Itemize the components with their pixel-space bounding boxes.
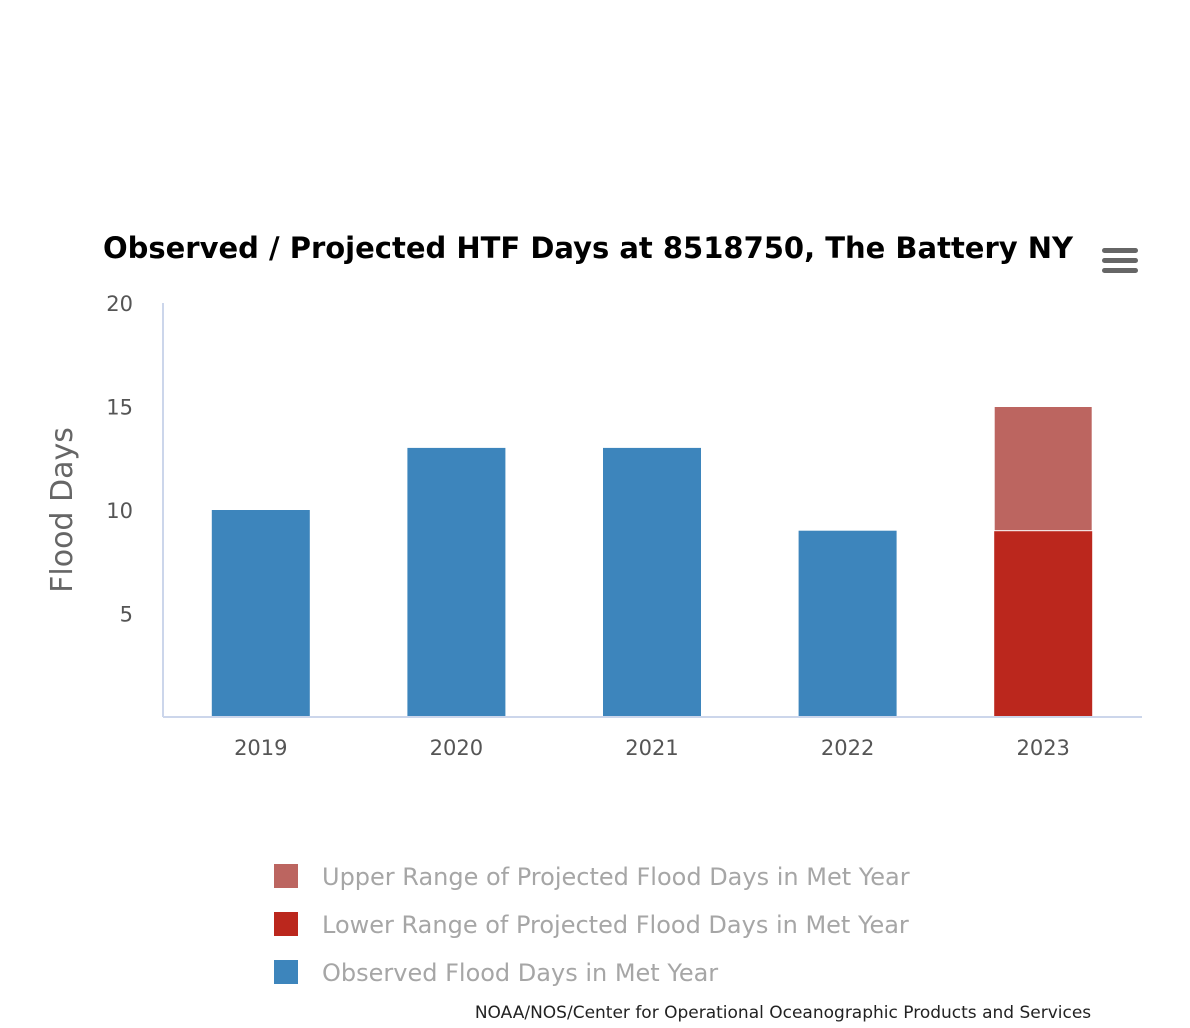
y-tick-label: 5: [120, 603, 133, 627]
bar-2022-series-0[interactable]: [798, 530, 897, 717]
x-tick-label: 2019: [234, 736, 287, 760]
bars: [211, 406, 1093, 717]
bar-2019-series-0[interactable]: [211, 510, 310, 717]
x-axis-ticks: 2019 2020 2021 2022 2023: [234, 736, 1070, 760]
hamburger-line-2: [1102, 258, 1138, 263]
legend-label: Upper Range of Projected Flood Days in M…: [322, 863, 910, 891]
legend-label: Lower Range of Projected Flood Days in M…: [322, 911, 909, 939]
chart-menu-button[interactable]: [1098, 242, 1142, 278]
y-axis-title: Flood Days: [45, 427, 80, 593]
x-tick-label: 2022: [821, 736, 874, 760]
bar-2020-series-0[interactable]: [407, 447, 506, 717]
x-tick-label: 2023: [1016, 736, 1069, 760]
legend-swatch: [274, 960, 298, 984]
legend-swatch: [274, 864, 298, 888]
legend: Upper Range of Projected Flood Days in M…: [274, 863, 910, 987]
chart-title: Observed / Projected HTF Days at 8518750…: [103, 231, 1074, 265]
legend-label: Observed Flood Days in Met Year: [322, 959, 718, 987]
legend-item[interactable]: Upper Range of Projected Flood Days in M…: [274, 863, 910, 891]
y-tick-label: 15: [106, 396, 133, 420]
y-tick-label: 10: [106, 499, 133, 523]
x-tick-label: 2020: [430, 736, 483, 760]
y-tick-label: 20: [106, 292, 133, 316]
credits[interactable]: NOAA/NOS/Center for Operational Oceanogr…: [475, 1003, 1091, 1023]
legend-item[interactable]: Lower Range of Projected Flood Days in M…: [274, 911, 909, 939]
hamburger-menu-icon[interactable]: [1102, 248, 1138, 273]
x-tick-label: 2021: [625, 736, 678, 760]
legend-swatch: [274, 912, 298, 936]
y-axis-ticks: 5 10 15 20: [106, 292, 133, 627]
hamburger-line-1: [1102, 248, 1138, 253]
bar-2023-series-1[interactable]: [994, 530, 1093, 717]
bar-2023-series-2[interactable]: [993, 406, 1093, 532]
bar-2021-series-0[interactable]: [603, 447, 701, 717]
hamburger-line-3: [1102, 268, 1138, 273]
legend-item[interactable]: Observed Flood Days in Met Year: [274, 959, 718, 987]
